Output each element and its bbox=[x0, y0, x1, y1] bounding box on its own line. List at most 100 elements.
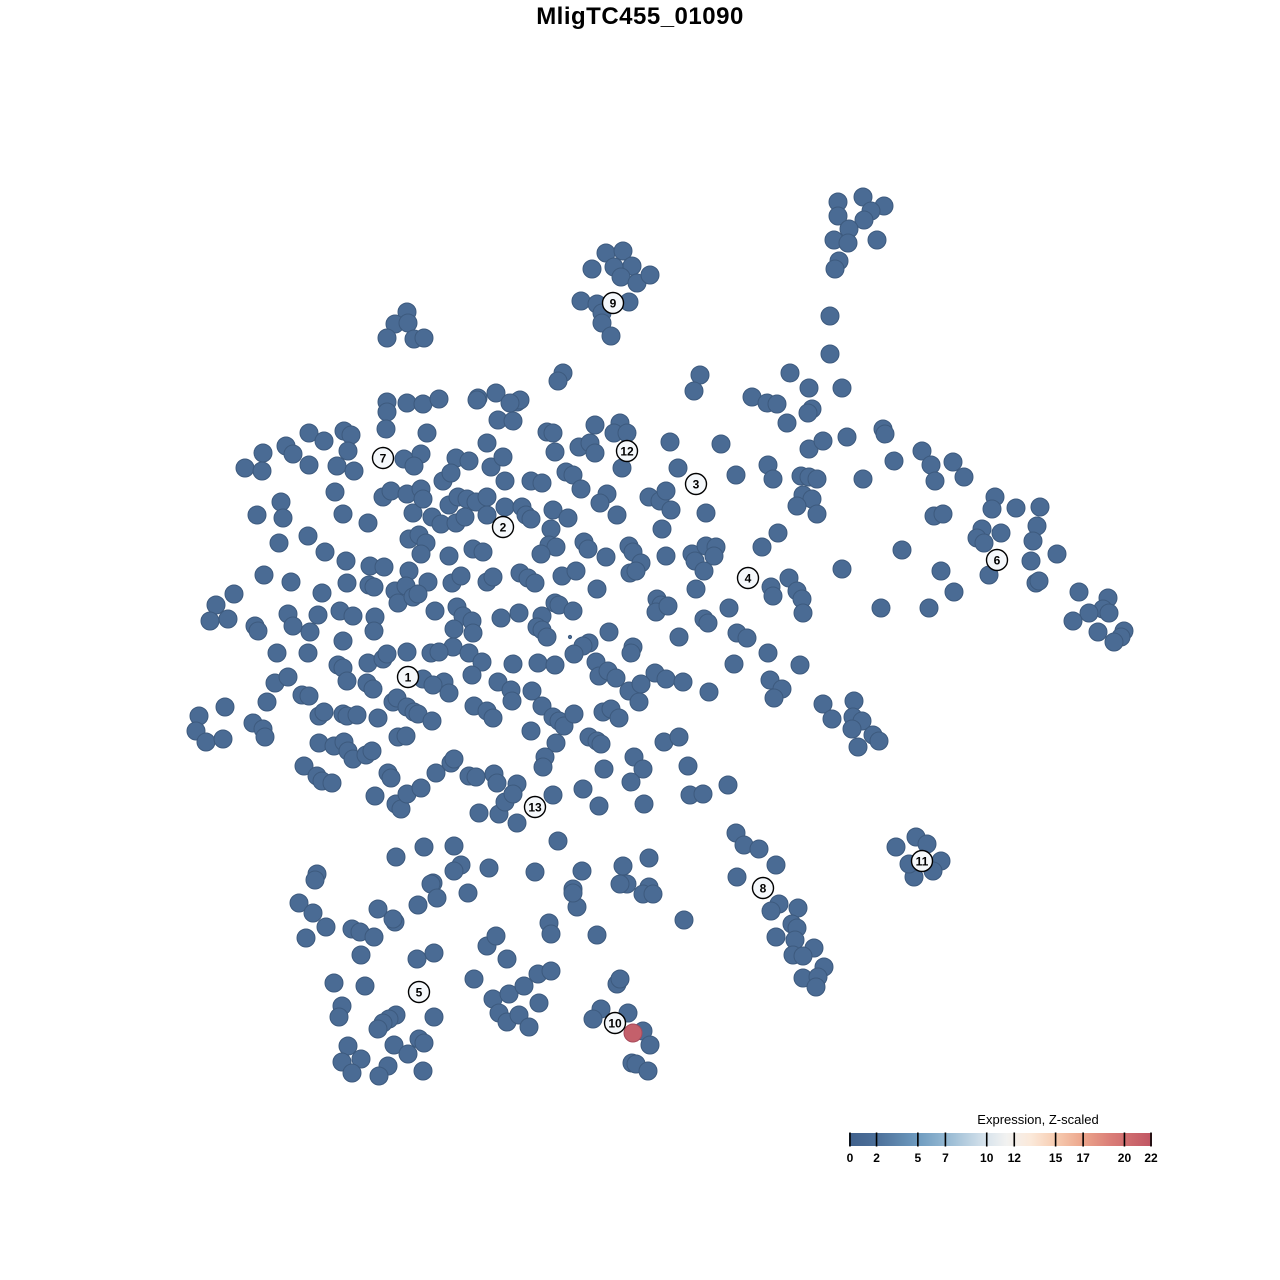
data-point bbox=[1099, 603, 1119, 623]
data-point bbox=[325, 482, 345, 502]
data-point bbox=[711, 434, 731, 454]
data-point bbox=[571, 291, 591, 311]
data-point bbox=[351, 945, 371, 965]
data-point bbox=[403, 503, 423, 523]
data-point bbox=[364, 577, 384, 597]
data-point bbox=[545, 655, 565, 675]
cluster-label-circle bbox=[985, 548, 1009, 572]
data-point bbox=[564, 644, 584, 664]
data-point bbox=[626, 561, 646, 581]
data-point bbox=[368, 708, 388, 728]
data-point bbox=[799, 378, 819, 398]
data-point bbox=[483, 567, 503, 587]
data-point bbox=[825, 259, 845, 279]
data-point bbox=[629, 692, 649, 712]
chart-title: MligTC455_01090 bbox=[536, 3, 744, 30]
data-point bbox=[533, 757, 553, 777]
data-point bbox=[793, 946, 813, 966]
legend-tick-label: 17 bbox=[1076, 1151, 1090, 1165]
data-point bbox=[269, 533, 289, 553]
cluster-label-1: 1 bbox=[396, 665, 420, 689]
data-point bbox=[314, 431, 334, 451]
data-point bbox=[316, 917, 336, 937]
data-point bbox=[235, 458, 255, 478]
data-point bbox=[633, 759, 653, 779]
data-point bbox=[369, 1066, 389, 1086]
cluster-label-11: 11 bbox=[910, 849, 934, 873]
cluster-label-text: 8 bbox=[760, 882, 767, 896]
data-point bbox=[247, 505, 267, 525]
data-point bbox=[820, 344, 840, 364]
cluster-label-6: 6 bbox=[985, 548, 1009, 572]
data-point bbox=[631, 674, 651, 694]
data-point bbox=[458, 883, 478, 903]
legend-colorbar: 0 2 5 7 10 12 15 17 20 22 bbox=[847, 1132, 1158, 1165]
data-point bbox=[422, 711, 442, 731]
data-point bbox=[444, 836, 464, 856]
data-point bbox=[324, 973, 344, 993]
data-point bbox=[726, 465, 746, 485]
data-point bbox=[832, 378, 852, 398]
data-point bbox=[414, 1033, 434, 1053]
data-point bbox=[467, 390, 487, 410]
data-point bbox=[991, 523, 1011, 543]
data-point bbox=[206, 595, 226, 615]
data-point bbox=[638, 1061, 658, 1081]
data-point bbox=[761, 901, 781, 921]
data-point bbox=[621, 643, 641, 663]
data-point bbox=[525, 573, 545, 593]
data-point bbox=[466, 767, 486, 787]
data-point bbox=[289, 893, 309, 913]
data-point bbox=[943, 452, 963, 472]
data-point bbox=[426, 763, 446, 783]
cluster-label-text: 1 bbox=[405, 671, 412, 685]
data-point bbox=[571, 479, 591, 499]
data-point bbox=[413, 394, 433, 414]
data-point bbox=[374, 557, 394, 577]
data-point bbox=[1069, 582, 1089, 602]
data-point bbox=[407, 949, 427, 969]
data-point bbox=[828, 206, 848, 226]
data-point bbox=[842, 719, 862, 739]
data-point bbox=[483, 708, 503, 728]
data-point bbox=[763, 586, 783, 606]
data-point bbox=[444, 619, 464, 639]
data-point bbox=[585, 443, 605, 463]
cluster-label-text: 10 bbox=[608, 1017, 622, 1031]
data-point bbox=[377, 644, 397, 664]
data-point bbox=[254, 565, 274, 585]
data-point bbox=[807, 469, 827, 489]
data-point bbox=[298, 526, 318, 546]
legend-tick-label: 10 bbox=[980, 1151, 994, 1165]
data-point bbox=[564, 704, 584, 724]
data-point bbox=[763, 469, 783, 489]
cluster-label-circle bbox=[371, 446, 395, 470]
data-point bbox=[337, 671, 357, 691]
data-point bbox=[397, 642, 417, 662]
data-point bbox=[333, 504, 353, 524]
cluster-label-7: 7 bbox=[371, 446, 395, 470]
data-point bbox=[200, 611, 220, 631]
data-point bbox=[472, 652, 492, 672]
cluster-label-text: 9 bbox=[610, 297, 617, 311]
cluster-label-circle bbox=[491, 515, 515, 539]
data-point bbox=[383, 909, 403, 929]
data-point bbox=[573, 779, 593, 799]
cluster-label-circle bbox=[684, 472, 708, 496]
data-point bbox=[541, 961, 561, 981]
highlighted-data-point bbox=[623, 1023, 643, 1043]
data-point bbox=[424, 1007, 444, 1027]
data-point bbox=[892, 540, 912, 560]
data-point bbox=[768, 523, 788, 543]
data-point bbox=[875, 424, 895, 444]
data-point bbox=[558, 508, 578, 528]
data-point bbox=[806, 977, 826, 997]
cluster-label-12: 12 bbox=[615, 439, 639, 463]
data-point bbox=[213, 729, 233, 749]
data-point bbox=[610, 874, 630, 894]
data-point bbox=[613, 241, 633, 261]
data-point bbox=[699, 682, 719, 702]
data-point bbox=[462, 665, 482, 685]
data-point bbox=[668, 458, 688, 478]
